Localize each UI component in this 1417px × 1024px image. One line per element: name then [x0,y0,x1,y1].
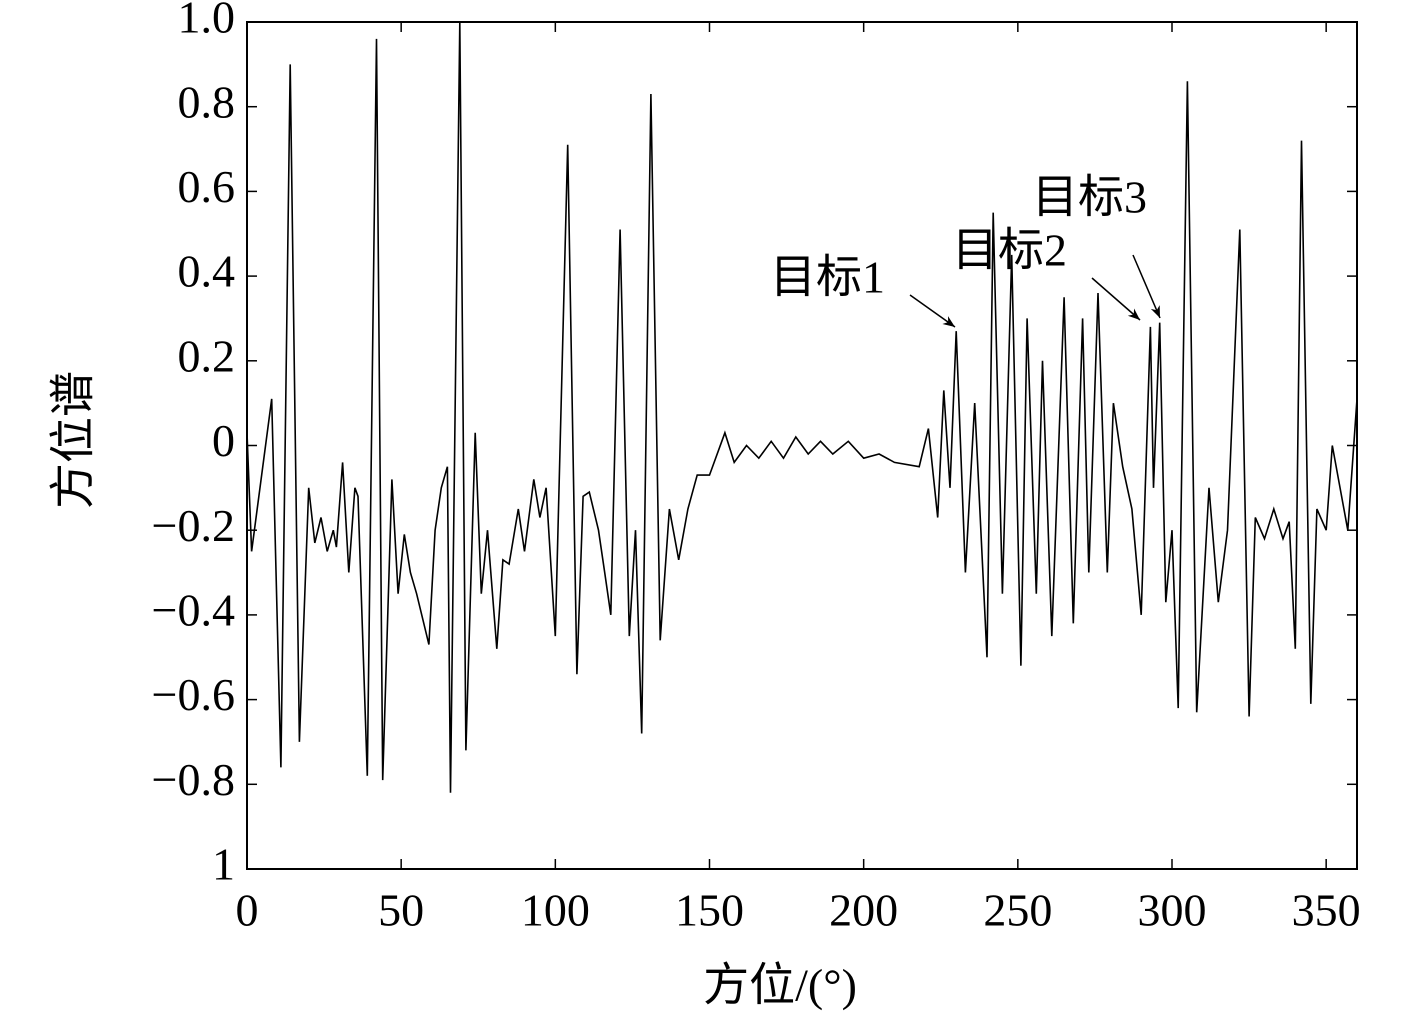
x-tick-label: 100 [521,885,590,936]
x-tick-label: 0 [236,885,259,936]
y-tick-label: −0.8 [152,754,235,805]
spectrum-line [246,21,1358,793]
y-axis-label: 方位谱 [48,371,99,509]
x-tick-label: 350 [1292,885,1361,936]
y-tick-label: −0.4 [152,584,235,635]
annotation: 目标2 [952,225,1067,276]
y-tick-label: 1.0 [178,0,236,43]
x-axis-label: 方位/(°) [703,960,857,1011]
y-tick-label: 0.4 [178,246,236,297]
x-tick-label: 200 [829,885,898,936]
annotation-arrow [1132,254,1161,319]
x-tick-label: 250 [983,885,1052,936]
y-tick-label: −0.6 [152,669,235,720]
y-tick-label: 0.8 [178,76,236,127]
annotation-arrow [909,294,956,328]
x-tick-label: 300 [1138,885,1207,936]
annotation: 目标3 [1032,172,1147,223]
y-tick-label: 0.2 [178,330,236,381]
y-tick-label: −0.2 [152,500,235,551]
y-tick-label: 1 [212,839,235,890]
annotation: 目标1 [770,252,885,303]
y-tick-label: 0.6 [178,161,236,212]
x-tick-label: 50 [378,885,424,936]
y-tick-label: 0 [212,415,235,466]
annotation-arrow [1091,277,1141,321]
x-tick-label: 150 [675,885,744,936]
